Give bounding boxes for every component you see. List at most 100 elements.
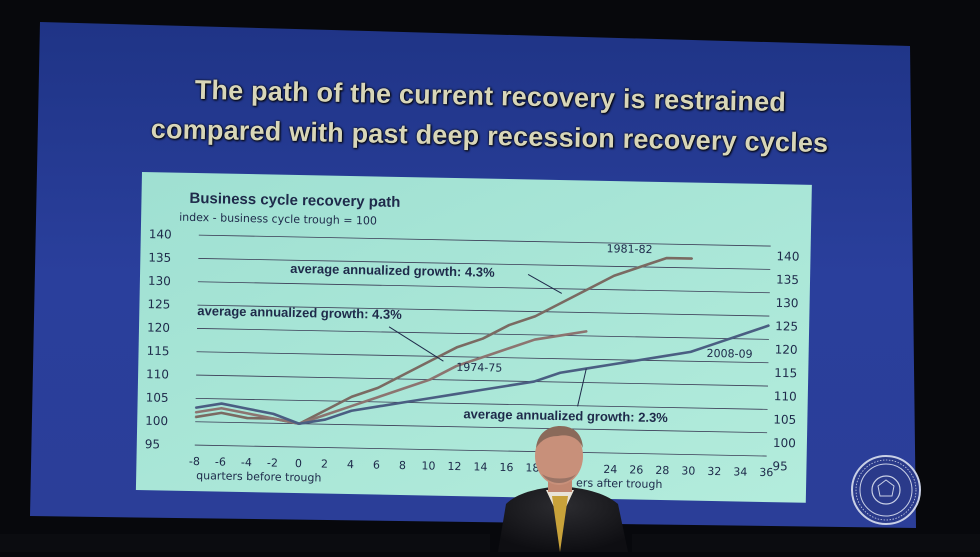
foreground-strip-right: [632, 534, 980, 552]
data-point-1981-82: [482, 337, 484, 340]
series-label: 1981-82: [606, 242, 652, 256]
data-point-1974-75: [429, 378, 431, 381]
data-point-1974-75: [377, 396, 379, 398]
x-tick-label: 30: [681, 464, 695, 477]
gridline: [194, 444, 767, 457]
y-tick-label-left: 140: [149, 227, 172, 241]
y-tick-label-right: 115: [774, 366, 797, 380]
x-axis-label-left: quarters before trough: [196, 469, 321, 484]
data-point-1981-82: [377, 387, 379, 389]
y-tick-label-right: 125: [775, 319, 798, 333]
y-tick-label-left: 115: [146, 344, 169, 358]
series-label: 2008-09: [706, 347, 752, 361]
x-tick-label: 6: [373, 458, 380, 471]
data-point-2008-09: [507, 385, 509, 387]
data-point-1981-82: [613, 275, 615, 277]
data-point-2008-09: [376, 405, 379, 408]
data-point-2008-09: [429, 397, 431, 399]
data-point-2008-09: [298, 423, 300, 425]
data-point-1974-75: [272, 417, 274, 420]
y-tick-label-left: 120: [147, 320, 170, 334]
data-point-2008-09: [533, 380, 535, 383]
x-tick-label: 16: [499, 461, 513, 474]
data-point-1974-75: [246, 412, 248, 415]
y-tick-label-left: 135: [148, 250, 171, 264]
data-point-1981-82: [429, 360, 432, 362]
x-axis-label-right: ers after trough: [576, 476, 663, 491]
annotation-text: average annualized growth: 4.3%: [290, 261, 495, 280]
series-label: 1974-75: [456, 361, 502, 375]
data-point-2008-09: [716, 342, 718, 344]
gridline: [197, 304, 770, 317]
x-tick-label: -4: [241, 456, 252, 469]
y-tick-label-right: 95: [772, 459, 788, 473]
data-point-2008-09: [481, 389, 483, 391]
data-point-2008-09: [663, 355, 666, 357]
data-point-2008-09: [272, 413, 274, 415]
data-point-1974-75: [508, 347, 510, 350]
gridlines: [194, 234, 771, 457]
data-point-1974-75: [324, 414, 326, 416]
y-tick-label-left: 105: [146, 390, 169, 404]
data-point-2008-09: [690, 351, 692, 353]
series-line-1974-75: [195, 329, 588, 426]
y-tick-label-right: 130: [775, 296, 798, 310]
data-point-2008-09: [768, 324, 770, 327]
data-point-1981-82: [220, 412, 222, 414]
data-point-1981-82: [246, 417, 248, 419]
data-point-2008-09: [611, 363, 613, 365]
x-tick-label: 10: [421, 459, 435, 472]
y-tick-label-left: 125: [147, 297, 170, 311]
y-tick-label-left: 130: [148, 274, 171, 288]
gridline: [198, 258, 771, 270]
annotation-leader: [388, 326, 444, 362]
data-point-1981-82: [639, 266, 641, 268]
x-tick-label: 2: [321, 457, 328, 470]
data-point-1974-75: [220, 407, 223, 409]
x-tick-label: 36: [759, 466, 773, 479]
data-point-2008-09: [637, 359, 640, 361]
x-tick-label: 34: [733, 465, 747, 478]
chart-title: Business cycle recovery path: [189, 190, 400, 211]
data-point-2008-09: [324, 418, 326, 421]
data-point-1974-75: [560, 334, 562, 337]
data-point-1974-75: [194, 411, 196, 414]
x-tick-label: 24: [603, 463, 617, 476]
annotations: average annualized growth: 4.3% average a…: [197, 261, 668, 425]
annotation-leader: [527, 273, 562, 294]
gridline: [196, 328, 769, 340]
x-tick-label: 26: [629, 463, 643, 476]
slide-title: The path of the current recovery is rest…: [119, 68, 861, 163]
data-point-2008-09: [220, 402, 223, 405]
x-tick-label: 8: [399, 459, 406, 472]
data-point-2008-09: [350, 410, 353, 412]
x-tick-label: 0: [295, 457, 302, 470]
y-tick-label-left: 100: [145, 414, 168, 428]
data-point-1981-82: [691, 257, 694, 260]
x-tick-label: 28: [655, 464, 669, 477]
data-point-1981-82: [587, 288, 589, 290]
data-point-1981-82: [324, 409, 327, 411]
annotation-leader: [577, 368, 587, 407]
y-axis-right: 140 135 130 125 120 115 110 105 100 95: [772, 249, 799, 473]
x-tick-label: 12: [447, 460, 461, 473]
data-point-1974-75: [455, 365, 457, 367]
y-axis-left: 140 135 130 125 120 115 110 105 100 95: [145, 227, 172, 451]
data-point-2008-09: [742, 333, 744, 335]
x-tick-label: 18: [525, 461, 539, 474]
data-point-1974-75: [481, 356, 484, 358]
y-tick-label-right: 135: [776, 273, 799, 287]
data-point-1981-82: [351, 396, 353, 398]
gridline: [196, 374, 769, 387]
y-tick-label-right: 100: [773, 436, 796, 450]
y-tick-label-right: 120: [775, 343, 798, 357]
chart-panel: Business cycle recovery path index - bus…: [135, 172, 812, 503]
data-point-1981-82: [534, 315, 536, 317]
data-point-1974-75: [350, 405, 353, 407]
x-tick-label: 4: [347, 458, 354, 471]
annotation-text: average annualized growth: 2.3%: [463, 406, 668, 425]
data-point-1981-82: [403, 373, 405, 376]
data-point-1981-82: [560, 302, 563, 304]
x-axis: -8 -6 -4 -2 0 2 4 6 8 10 12 14 16 18 24 26 28 30 32 34 36: [189, 455, 774, 479]
